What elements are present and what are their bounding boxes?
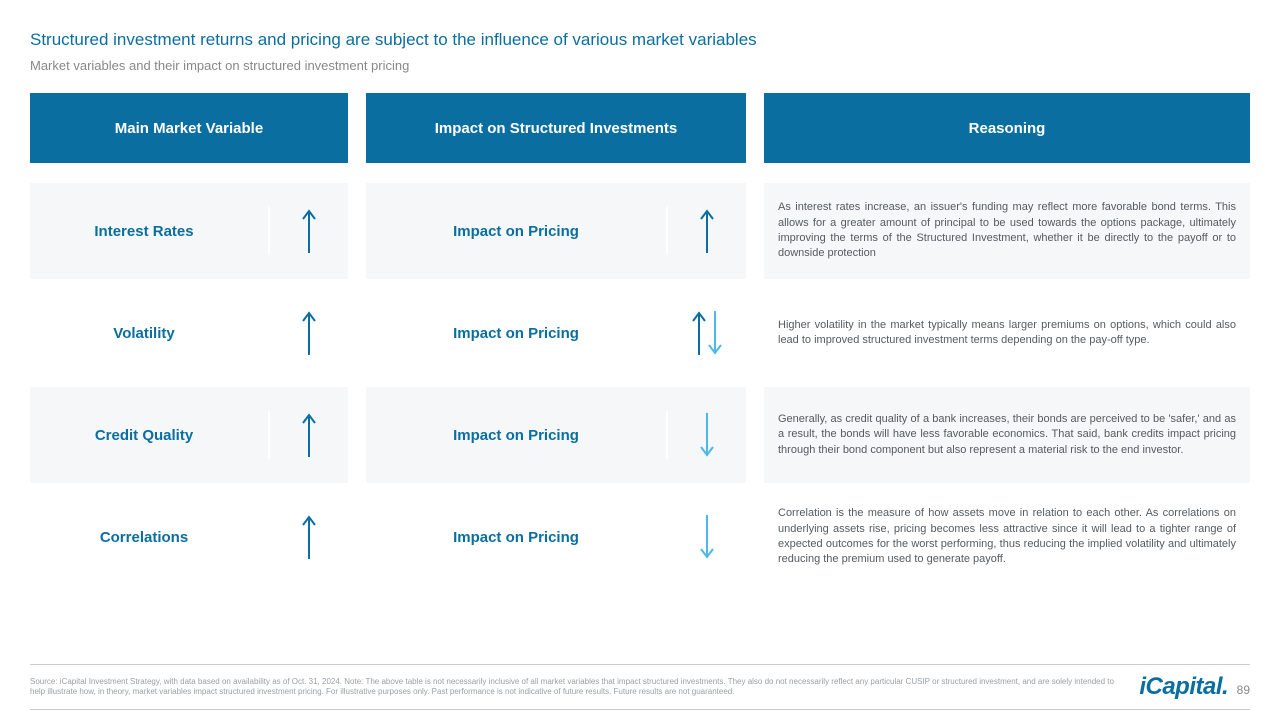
variable-label: Volatility [30,325,268,342]
arrow-up-icon [302,207,316,255]
table-row: Correlation is the measure of how assets… [764,489,1250,585]
table-row: Generally, as credit quality of a bank i… [764,387,1250,483]
column-reasoning: Reasoning As interest rates increase, an… [764,93,1250,654]
header-impact: Impact on Structured Investments [366,93,746,163]
impact-label: Impact on Pricing [366,325,666,342]
logo-dot: . [1222,673,1228,700]
arrow-down-icon [700,513,714,561]
arrow-up-icon [700,207,714,255]
column-impact: Impact on Structured Investments Impact … [366,93,746,654]
table-row: Impact on Pricing [366,285,746,381]
reasoning-text: Higher volatility in the market typicall… [764,318,1250,349]
arrow-up-icon [692,309,706,357]
table-row: Correlations [30,489,348,585]
variable-label: Interest Rates [30,223,268,240]
page-number: 89 [1237,683,1250,697]
variable-arrow-box [268,207,348,255]
table-row: Volatility [30,285,348,381]
reasoning-text: Correlation is the measure of how assets… [764,506,1250,568]
variable-label: Credit Quality [30,427,268,444]
impact-arrow-box [666,411,746,459]
impact-label: Impact on Pricing [366,223,666,240]
source-note: Source: iCapital Investment Strategy, wi… [30,677,1119,698]
variable-arrow-box [268,411,348,459]
table-row: Impact on Pricing [366,183,746,279]
header-reasoning: Reasoning [764,93,1250,163]
table-row: Impact on Pricing [366,387,746,483]
reasoning-text: Generally, as credit quality of a bank i… [764,412,1250,458]
arrow-up-icon [302,411,316,459]
footer: Source: iCapital Investment Strategy, wi… [30,664,1250,710]
variable-arrow-box [268,513,348,561]
arrow-up-icon [302,513,316,561]
table-row: Higher volatility in the market typicall… [764,285,1250,381]
variable-label: Correlations [30,529,268,546]
impact-arrow-box [666,309,746,357]
page-title: Structured investment returns and pricin… [30,30,1250,50]
impact-label: Impact on Pricing [366,529,666,546]
impact-label: Impact on Pricing [366,427,666,444]
table-row: Credit Quality [30,387,348,483]
arrow-down-icon [700,411,714,459]
impact-arrow-box [666,513,746,561]
arrow-down-icon [708,309,722,357]
column-variable: Main Market Variable Interest Rates Volat… [30,93,348,654]
logo-block: iCapital. 89 [1139,673,1250,701]
page-subtitle: Market variables and their impact on str… [30,58,1250,73]
arrow-up-icon [302,309,316,357]
table-row: Interest Rates [30,183,348,279]
table-container: Main Market Variable Interest Rates Volat… [30,93,1250,654]
reasoning-text: As interest rates increase, an issuer's … [764,200,1250,262]
logo-text: iCapital [1139,673,1222,700]
table-row: As interest rates increase, an issuer's … [764,183,1250,279]
header-variable: Main Market Variable [30,93,348,163]
variable-arrow-box [268,309,348,357]
table-row: Impact on Pricing [366,489,746,585]
impact-arrow-box [666,207,746,255]
